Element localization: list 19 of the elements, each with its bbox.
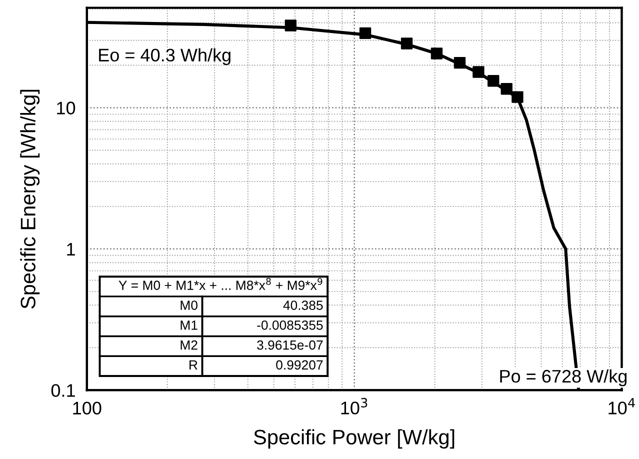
x-axis-title: Specific Power [W/kg] bbox=[254, 429, 454, 449]
annotation: M0 bbox=[180, 300, 198, 310]
x-tick-label: 10$^{4}$ bbox=[608, 398, 635, 414]
y-axis-title: Specific Energy [Wh/kg] bbox=[20, 90, 40, 309]
y-tick-label: 10 bbox=[57, 102, 76, 114]
y-tick-label: 1 bbox=[67, 243, 75, 256]
x-tick-label: 100 bbox=[73, 402, 102, 415]
annotation: 40.385 bbox=[283, 300, 323, 310]
annotation: Po = 6728 W/kg bbox=[500, 369, 627, 386]
x-tick-label: 10$^{3}$ bbox=[341, 398, 368, 414]
annotation: M2 bbox=[180, 340, 198, 350]
annotation: Y = M0 + M1*x + ... M8*x$^{8}$ + M9*x$^{9}$ bbox=[118, 278, 322, 290]
annotation: 3.9615e-07 bbox=[257, 340, 323, 350]
annotation: -0.0085355 bbox=[257, 320, 323, 330]
annotation: Eo = 40.3 Wh/kg bbox=[99, 48, 230, 66]
y-tick-label: 0.1 bbox=[51, 384, 75, 397]
annotation: M1 bbox=[180, 320, 198, 330]
annotation: 0.99207 bbox=[276, 360, 323, 370]
annotation: R bbox=[190, 360, 198, 370]
